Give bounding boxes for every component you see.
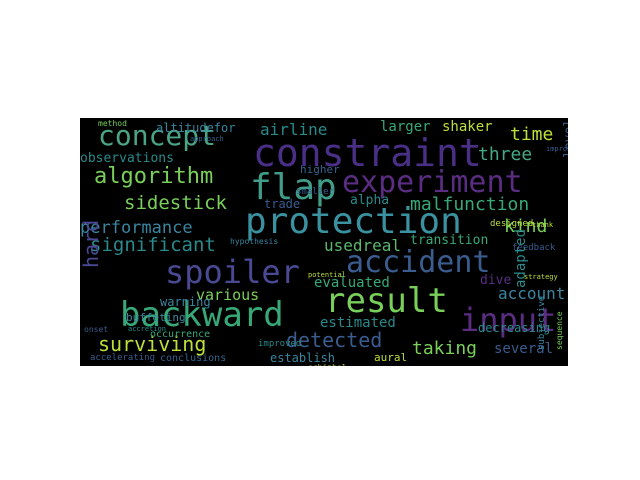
word-taking: taking xyxy=(412,338,478,359)
word-schiphol: schiphol xyxy=(308,364,347,367)
word-protection: protection xyxy=(245,201,462,242)
word-experiment: experiment xyxy=(342,165,523,200)
word-usedreal: usedreal xyxy=(324,236,402,255)
word-airline: airline xyxy=(260,120,328,139)
word-significant: significant xyxy=(90,234,216,256)
word-smaller: smaller xyxy=(296,187,334,197)
word-detected: detected xyxy=(286,328,383,352)
word-larger: larger xyxy=(380,119,431,135)
word-alpha: alpha xyxy=(350,193,390,208)
word-surviving: surviving xyxy=(98,332,207,356)
word-decreasing: decreasing xyxy=(478,321,551,335)
word-method: method xyxy=(98,119,127,128)
word-sidestick: sidestick xyxy=(124,192,227,214)
word-establish: establish xyxy=(270,351,336,365)
word-spoiler: spoiler xyxy=(165,253,300,291)
word-input: input xyxy=(460,301,557,339)
word-aural: aural xyxy=(374,351,408,364)
word-accretion: accretion xyxy=(128,325,166,333)
word-buffeting: buffeting xyxy=(126,311,186,324)
word-observations: observations xyxy=(80,151,174,166)
word-adapted: adapted xyxy=(513,228,529,288)
word-altitudefor: altitudefor xyxy=(156,121,236,135)
word-conclusions: conclusions xyxy=(160,353,227,364)
word-designed: designed xyxy=(490,219,534,229)
word-feedback: feedback xyxy=(512,243,556,253)
word-performance: performance xyxy=(80,218,193,238)
word-algorithm: algorithm xyxy=(94,164,214,189)
word-malfunction: malfunction xyxy=(410,194,530,215)
word-flap: flap xyxy=(250,167,337,208)
word-hypothesis: hypothesis xyxy=(230,237,279,246)
word-accident: accident xyxy=(346,245,491,280)
word-several: several xyxy=(494,341,554,357)
word-trade: trade xyxy=(264,197,301,211)
word-hard: hard xyxy=(80,219,103,268)
word-occurrence: occurrence xyxy=(150,329,211,340)
word-strategy: strategy xyxy=(524,273,558,281)
word-estimated: estimated xyxy=(320,315,396,331)
word-time: time xyxy=(510,124,554,145)
word-backward: backward xyxy=(120,295,284,335)
word-various: various xyxy=(196,286,260,304)
word-dive: dive xyxy=(480,273,512,288)
word-accelerating: accelerating xyxy=(90,353,156,363)
word-improved: improved xyxy=(258,339,302,349)
word-onset: onset xyxy=(84,325,109,334)
word-improbable: improbable xyxy=(546,145,568,153)
word-result: result xyxy=(325,281,448,321)
word-subjective: subjective xyxy=(537,295,547,350)
word-sequence: sequence xyxy=(555,311,564,350)
word-thank: thank xyxy=(532,221,554,229)
word-three: three xyxy=(478,144,533,165)
word-shaker: shaker xyxy=(442,119,493,135)
word-level: level xyxy=(562,118,568,158)
word-transition: transition xyxy=(410,233,489,248)
word-potential: potential xyxy=(308,271,346,279)
word-higher: higher xyxy=(300,163,340,176)
word-warning: warning xyxy=(160,295,211,309)
word-kind: kind xyxy=(504,216,548,237)
word-concept: concept xyxy=(98,119,217,152)
word-constraint: constraint xyxy=(253,131,482,175)
word-evaluated: evaluated xyxy=(314,275,390,291)
word-cloud: constraint concept experiment flap prote… xyxy=(80,118,568,366)
word-approach: approach xyxy=(190,135,224,143)
word-account: account xyxy=(498,284,566,303)
